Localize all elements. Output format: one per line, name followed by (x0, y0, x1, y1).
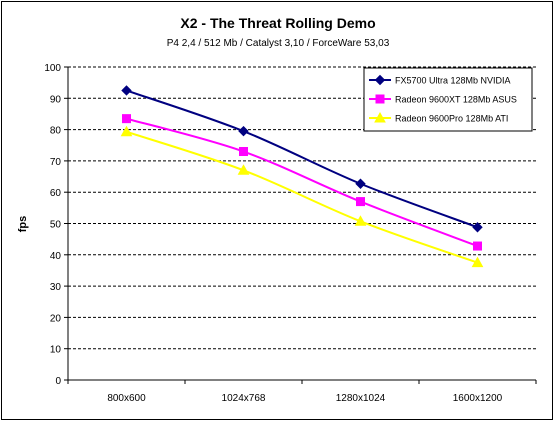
legend-marker (375, 94, 385, 104)
legend-item: FX5700 Ultra 128Mb NVIDIA (369, 74, 511, 86)
series-3 (120, 125, 484, 268)
y-tick-label: 90 (50, 94, 62, 105)
x-axis-ticks: 800x600 1024x768 1280x1024 1600x1200 (67, 380, 537, 404)
y-tick-label: 40 (50, 251, 62, 262)
legend-item: Radeon 9600XT 128Mb ASUS (369, 94, 517, 105)
y-tick-label: 30 (50, 282, 62, 293)
y-tick-label: 10 (50, 345, 62, 356)
chart-subtitle: P4 2,4 / 512 Mb / Catalyst 3,10 / ForceW… (167, 38, 390, 49)
y-tick-label: 50 (50, 220, 62, 231)
y-tick-label: 70 (50, 157, 62, 168)
y-tick-label: 100 (44, 63, 61, 74)
x-tick-label: 800x600 (107, 393, 146, 404)
series-1 (121, 85, 483, 233)
legend-label: FX5700 Ultra 128Mb NVIDIA (395, 76, 511, 86)
data-point (472, 222, 483, 233)
y-tick-label: 0 (55, 376, 61, 387)
series-line (126, 89, 478, 229)
legend-marker (374, 111, 386, 123)
series-line (126, 117, 478, 247)
legend-label: Radeon 9600Pro 128Mb ATI (395, 114, 508, 124)
data-point (239, 147, 248, 157)
legend-label: Radeon 9600XT 128Mb ASUS (395, 95, 517, 105)
y-tick-label: 80 (50, 126, 62, 137)
y-tick-label: 60 (50, 188, 62, 199)
legend-marker (374, 74, 386, 86)
x-tick-label: 1600x1200 (453, 393, 503, 404)
series-lines (120, 85, 484, 268)
legend-box (363, 67, 533, 132)
y-axis-label: fps (17, 216, 29, 233)
data-point (238, 125, 249, 137)
data-point (473, 241, 482, 251)
data-point (120, 125, 133, 137)
x-tick-label: 1280x1024 (336, 393, 386, 404)
legend-item: Radeon 9600Pro 128Mb ATI (369, 111, 508, 124)
y-axis-ticks: 0 10 20 30 40 50 60 70 80 90 100 (44, 63, 68, 387)
data-point (122, 114, 131, 124)
x-tick-label: 1024x768 (222, 393, 266, 404)
y-tick-label: 20 (50, 313, 62, 324)
data-point (237, 164, 250, 175)
data-point (356, 197, 365, 207)
data-point (471, 256, 484, 268)
series-line (126, 130, 478, 264)
chart-title: X2 - The Threat Rolling Demo (180, 15, 375, 31)
data-point (121, 85, 132, 96)
legend: FX5700 Ultra 128Mb NVIDIA Radeon 9600XT 1… (363, 67, 533, 132)
data-point (354, 215, 367, 226)
data-point (355, 178, 366, 189)
series-2 (122, 114, 482, 251)
